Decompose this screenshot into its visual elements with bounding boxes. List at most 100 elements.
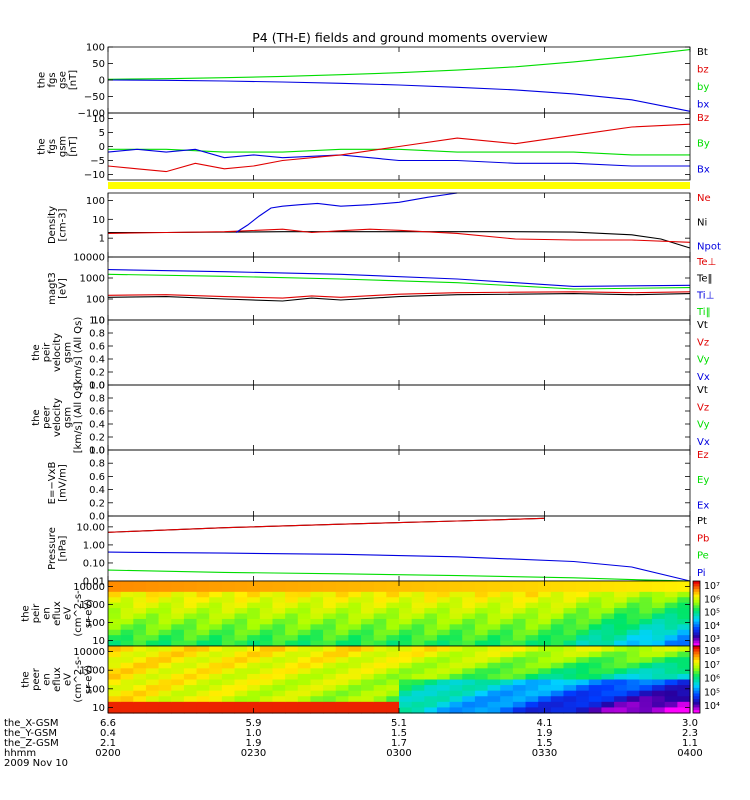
spectrogram-cell — [361, 673, 375, 681]
y-tick-label: 0 — [99, 76, 105, 87]
colorbar-segment — [693, 704, 700, 708]
spectrogram-cell — [639, 591, 653, 598]
spectrogram-cell — [652, 581, 666, 588]
y-tick-label: 0.2 — [89, 498, 105, 509]
colorbar-segment — [693, 591, 700, 596]
spectrogram-cell — [259, 679, 274, 686]
spectrogram-cell — [538, 586, 552, 593]
y-tick-label: 100 — [86, 295, 105, 306]
y-axis-label: [mV/m] — [57, 464, 68, 502]
x-axis-value: 1.5 — [537, 738, 553, 749]
panel-frame — [107, 46, 691, 114]
spectrogram-cell — [209, 668, 223, 675]
spectrogram-cell — [449, 581, 463, 588]
spectrogram-cell — [639, 696, 653, 703]
spectrogram-cell — [639, 629, 653, 636]
spectrogram-cell — [538, 608, 552, 615]
spectrogram-cell — [424, 707, 438, 714]
spectrogram-cell — [626, 673, 640, 681]
spectrogram-cell — [677, 685, 691, 692]
spectrogram-cell — [259, 581, 274, 588]
spectrogram-cell — [386, 629, 400, 636]
spectrogram-cell — [462, 685, 476, 692]
spectrogram-cell — [335, 602, 349, 609]
spectrogram-cell — [297, 624, 312, 631]
spectrogram-cell — [183, 597, 198, 604]
spectrogram-cell — [399, 602, 413, 609]
y-tick-label: 5 — [99, 128, 105, 139]
spectrogram-cell — [108, 597, 122, 604]
y-tick-label: 0.4 — [89, 420, 105, 431]
spectrogram-cell — [348, 624, 362, 631]
spectrogram-cell — [310, 635, 324, 642]
spectrogram-cell — [310, 673, 324, 681]
spectrogram-cell — [272, 646, 286, 653]
spectrogram-cell — [310, 679, 324, 686]
colorbar-label: 10⁴ — [704, 701, 720, 712]
spectrogram-cell — [323, 602, 337, 609]
spectrogram-cell — [626, 629, 640, 636]
spectrogram-cell — [626, 679, 640, 686]
spectrogram-cell — [664, 651, 678, 658]
spectrogram-cell — [664, 608, 678, 615]
spectrogram-cell — [525, 657, 539, 664]
spectrogram-cell — [399, 651, 413, 658]
x-axis-value: 1.5 — [391, 728, 407, 739]
spectrogram-cell — [183, 668, 198, 675]
spectrogram-cell — [462, 651, 476, 658]
spectrogram-cell — [171, 707, 185, 714]
spectrogram-cell — [133, 707, 147, 714]
spectrogram-cell — [487, 707, 501, 714]
x-axis-value: 1.9 — [537, 728, 553, 739]
y-tick-label: 100 — [86, 43, 105, 54]
spectrogram-cell — [234, 586, 248, 593]
spectrogram-cell — [285, 624, 299, 631]
spectrogram-cell — [234, 624, 248, 631]
spectrogram-cell — [196, 618, 210, 625]
spectrogram-cell — [411, 668, 425, 675]
spectrogram-cell — [158, 690, 172, 697]
spectrogram-cell — [221, 668, 236, 675]
spectrogram-cell — [386, 624, 400, 631]
spectrogram-cell — [639, 602, 653, 609]
spectrogram-cell — [272, 701, 286, 709]
colorbar-segment — [693, 710, 700, 714]
spectrogram-cell — [196, 586, 210, 593]
spectrogram-cell — [576, 602, 590, 609]
spectrogram-cell — [588, 679, 603, 686]
spectrogram-cell — [601, 597, 615, 604]
spectrogram-cell — [221, 662, 236, 669]
y-tick-label: 0.2 — [89, 368, 105, 379]
spectrogram-cell — [285, 591, 299, 598]
spectrogram-cell — [297, 668, 312, 675]
spectrogram-cell — [614, 685, 628, 692]
spectrogram-cell — [563, 685, 577, 692]
spectrogram-cell — [588, 662, 603, 669]
spectrogram-cell — [399, 690, 413, 697]
spectrogram-cell — [310, 707, 324, 714]
spectrogram-cell — [272, 613, 286, 620]
spectrogram-cell — [614, 591, 628, 598]
spectrogram-cell — [234, 613, 248, 620]
y-axis-label: peir — [31, 603, 42, 623]
spectrogram-cell — [285, 640, 299, 647]
spectrogram-cell — [449, 685, 463, 692]
spectrogram-cell — [120, 640, 134, 647]
spectrogram-cell — [133, 635, 147, 642]
spectrogram-cell — [297, 591, 312, 598]
y-tick-label: 1000 — [80, 666, 105, 677]
spectrogram-cell — [183, 608, 198, 615]
spectrogram-cell — [120, 602, 134, 609]
spectrogram-cell — [512, 629, 527, 636]
spectrogram-cell — [120, 581, 134, 588]
spectrogram-cell — [614, 602, 628, 609]
spectrogram-cell — [601, 635, 615, 642]
y-axis-label: peer — [42, 405, 53, 429]
spectrogram-cell — [361, 707, 375, 714]
series-line-Npot — [235, 192, 458, 233]
spectrogram-cell — [563, 662, 577, 669]
spectrogram-cell — [474, 673, 489, 681]
spectrogram-cell — [335, 696, 349, 703]
spectrogram-cell — [285, 613, 299, 620]
spectrogram-cell — [133, 640, 147, 647]
